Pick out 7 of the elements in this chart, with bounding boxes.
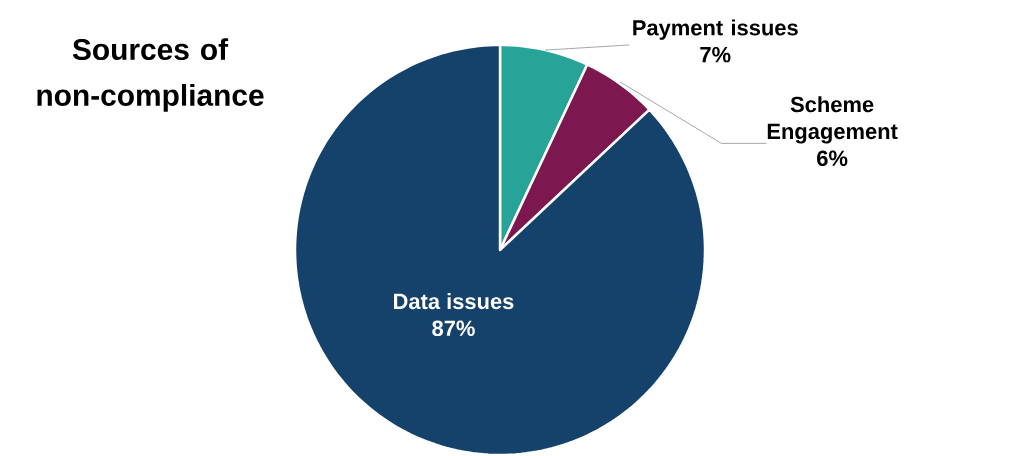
data-label: 7% bbox=[700, 46, 731, 63]
data-label: 87% bbox=[432, 320, 475, 337]
slice-label: Payment issues bbox=[633, 19, 798, 40]
slice-label: Scheme Engagement bbox=[767, 96, 898, 144]
text: Sources of non-compliance bbox=[37, 38, 264, 112]
data-label: 6% bbox=[817, 150, 848, 167]
slice-label: Data issues bbox=[394, 293, 514, 310]
